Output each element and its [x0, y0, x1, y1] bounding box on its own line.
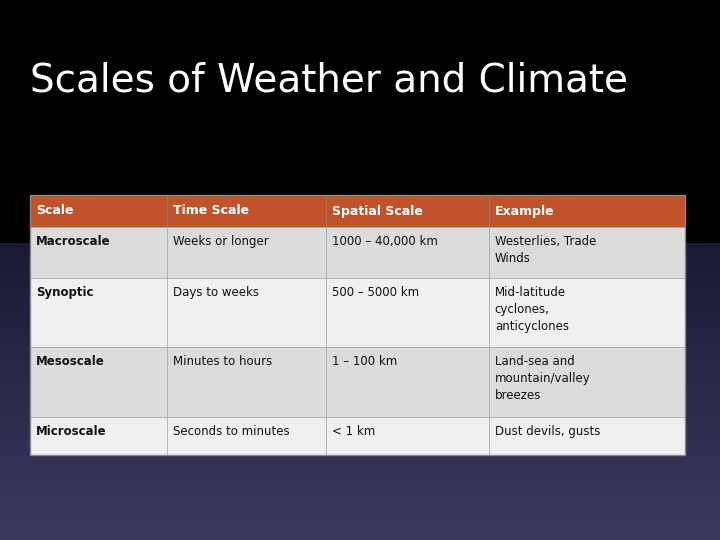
- Bar: [326, 227, 489, 278]
- Text: 1 – 100 km: 1 – 100 km: [332, 355, 397, 368]
- Bar: [326, 347, 489, 417]
- Bar: [167, 347, 326, 417]
- Bar: [167, 195, 326, 227]
- Bar: [30, 278, 167, 347]
- Text: Mid-latitude
cyclones,
anticyclones: Mid-latitude cyclones, anticyclones: [495, 286, 569, 333]
- Bar: [326, 278, 489, 347]
- Bar: [30, 417, 167, 455]
- Bar: [489, 417, 685, 455]
- Text: 1000 – 40,000 km: 1000 – 40,000 km: [332, 235, 438, 248]
- Text: Synoptic: Synoptic: [36, 286, 94, 299]
- Text: Scales of Weather and Climate: Scales of Weather and Climate: [30, 61, 628, 99]
- Bar: [167, 278, 326, 347]
- Bar: [489, 227, 685, 278]
- Bar: [489, 347, 685, 417]
- Text: Westerlies, Trade
Winds: Westerlies, Trade Winds: [495, 235, 596, 265]
- Bar: [489, 278, 685, 347]
- Bar: [30, 347, 167, 417]
- Text: < 1 km: < 1 km: [332, 425, 375, 438]
- Bar: [30, 227, 167, 278]
- Bar: [326, 417, 489, 455]
- Text: Example: Example: [495, 205, 554, 218]
- Bar: [167, 417, 326, 455]
- Text: 500 – 5000 km: 500 – 5000 km: [332, 286, 419, 299]
- Text: Macroscale: Macroscale: [36, 235, 111, 248]
- Bar: [167, 227, 326, 278]
- Text: Land-sea and
mountain/valley
breezes: Land-sea and mountain/valley breezes: [495, 355, 590, 402]
- Text: Dust devils, gusts: Dust devils, gusts: [495, 425, 600, 438]
- Text: Mesoscale: Mesoscale: [36, 355, 104, 368]
- Text: Microscale: Microscale: [36, 425, 107, 438]
- Text: Time Scale: Time Scale: [173, 205, 249, 218]
- Text: Weeks or longer: Weeks or longer: [173, 235, 269, 248]
- Bar: [30, 195, 685, 455]
- Text: Days to weeks: Days to weeks: [173, 286, 259, 299]
- Text: Minutes to hours: Minutes to hours: [173, 355, 272, 368]
- Text: Scale: Scale: [36, 205, 73, 218]
- Bar: [30, 195, 167, 227]
- Text: Seconds to minutes: Seconds to minutes: [173, 425, 289, 438]
- Bar: [489, 195, 685, 227]
- Text: Spatial Scale: Spatial Scale: [332, 205, 423, 218]
- Bar: [326, 195, 489, 227]
